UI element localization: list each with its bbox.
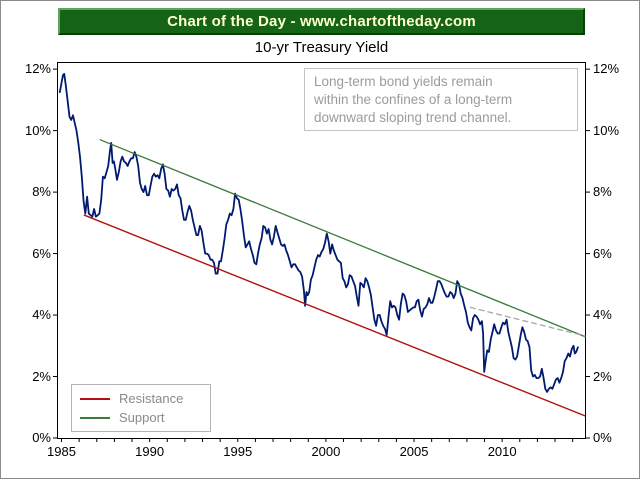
y-tick-label-right: 2% xyxy=(593,368,612,384)
annotation-box: Long-term bond yields remain within the … xyxy=(304,68,578,132)
y-tick-label-right: 4% xyxy=(593,307,612,323)
x-tick-label: 2000 xyxy=(311,444,341,459)
annotation-line: Long-term bond yields remain xyxy=(314,74,493,89)
treasury-yield-chart xyxy=(53,68,590,442)
y-tick-label-left: 6% xyxy=(32,245,51,261)
x-tick-label: 1985 xyxy=(47,444,76,459)
legend-label: Resistance xyxy=(119,391,184,406)
y-tick-label-right: 12% xyxy=(593,61,620,77)
x-tick-label: 1990 xyxy=(135,444,165,459)
y-tick-label-right: 8% xyxy=(593,184,612,200)
y-tick-label-right: 6% xyxy=(593,245,612,261)
legend-label: Support xyxy=(119,410,165,425)
y-tick-label-left: 12% xyxy=(24,61,51,77)
y-tick-label-left: 10% xyxy=(24,122,51,138)
y-tick-label-left: 0% xyxy=(32,430,51,445)
x-tick-label: 2010 xyxy=(487,444,517,459)
series-dashed-channel xyxy=(469,306,586,337)
annotation-line: within the confines of a long-term xyxy=(314,91,513,107)
legend-item-resistance: Resistance xyxy=(80,389,202,408)
annotation-line: downward sloping trend channel. xyxy=(314,109,512,125)
series-10-yr-treasury-yield xyxy=(58,72,579,393)
y-tick-label-right: 10% xyxy=(593,122,620,138)
title-bar: Chart of the Day - www.chartoftheday.com xyxy=(58,8,585,35)
y-tick-label-left: 2% xyxy=(32,368,51,384)
y-tick-label-left: 4% xyxy=(32,307,51,323)
x-tick-label: 2005 xyxy=(399,444,429,459)
y-tick-label-left: 8% xyxy=(32,184,51,200)
series-support xyxy=(99,139,586,338)
resistance-line-swatch xyxy=(80,397,110,400)
x-tick-label: 1995 xyxy=(223,444,253,459)
legend-box: Resistance Support xyxy=(71,384,211,432)
legend-item-support: Support xyxy=(80,408,202,427)
y-tick-label-right: 0% xyxy=(593,430,612,445)
support-line-swatch xyxy=(80,416,110,419)
series-resistance xyxy=(83,214,586,417)
page-title: Chart of the Day - www.chartoftheday.com xyxy=(167,13,476,30)
chart-subtitle: 10-yr Treasury Yield xyxy=(254,39,389,56)
